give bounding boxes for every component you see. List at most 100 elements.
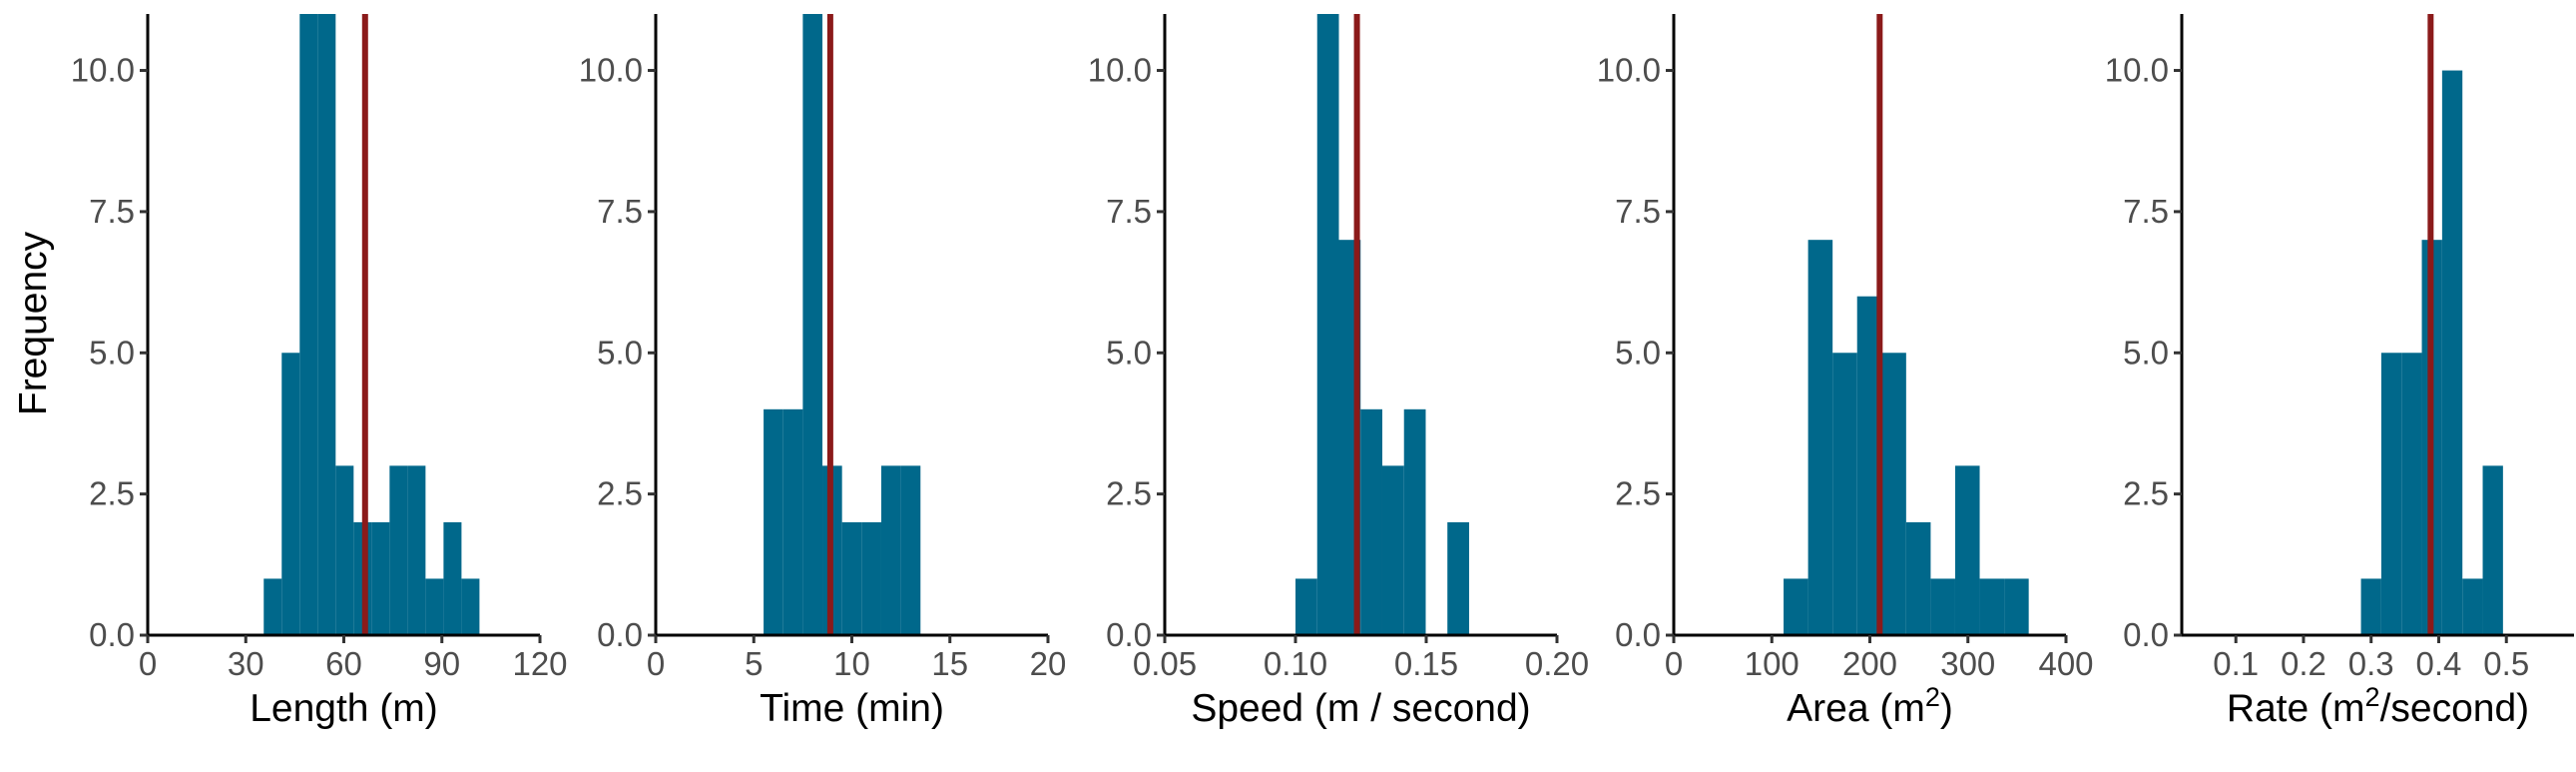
histogram-bar — [407, 465, 426, 635]
histogram-bar — [1784, 578, 1808, 635]
histogram-panel-2: 0.0 2.5 5.0 7.5 10.0 0 5 10 15 20 Time (min) — [579, 14, 1067, 730]
x-tick-label: 0.1 — [2213, 645, 2259, 682]
x-tick-label: 0 — [139, 645, 157, 682]
histogram-bar — [1381, 465, 1404, 635]
x-tick-label: 0.2 — [2281, 645, 2326, 682]
histogram-bar — [1881, 353, 1906, 635]
histogram-bar — [1447, 521, 1469, 635]
x-tick-label: 0.15 — [1394, 645, 1458, 682]
y-tick-label: 10.0 — [1597, 52, 1661, 89]
y-tick-label: 2.5 — [1615, 475, 1661, 512]
y-tick-label: 2.5 — [89, 475, 135, 512]
y-tick-label: 7.5 — [1106, 193, 1152, 230]
y-tick-label: 5.0 — [1615, 334, 1661, 371]
y-tick-label: 2.5 — [1106, 475, 1152, 512]
y-tick-label: 10.0 — [579, 52, 643, 89]
x-tick-label: 0.3 — [2348, 645, 2394, 682]
histogram-bar — [2004, 578, 2029, 635]
histogram-bar — [841, 521, 862, 635]
histogram-bar — [371, 521, 390, 635]
x-tick-label: 60 — [325, 645, 362, 682]
x-axis-title: Length (m) — [250, 687, 438, 730]
y-tick-label: 0.0 — [1615, 616, 1661, 653]
y-tick-label: 10.0 — [2105, 52, 2169, 89]
x-tick-label: 0 — [1665, 645, 1683, 682]
x-tick-label: 5 — [745, 645, 763, 682]
histogram-bar — [2482, 465, 2503, 635]
x-axis-title: Time (min) — [760, 687, 944, 730]
histogram-bar — [263, 578, 282, 635]
histogram-bar — [1832, 353, 1857, 635]
x-tick-label: 200 — [1842, 645, 1897, 682]
x-tick-label: 0.5 — [2483, 645, 2529, 682]
y-tick-label: 7.5 — [597, 193, 643, 230]
y-tick-label: 2.5 — [2123, 475, 2169, 512]
histogram-bar — [1905, 521, 1931, 635]
histogram-bar — [802, 14, 823, 635]
y-tick-label: 5.0 — [2123, 334, 2169, 371]
histogram-bar — [861, 521, 881, 635]
x-tick-label: 15 — [931, 645, 968, 682]
histogram-panel-3: 0.0 2.5 5.0 7.5 10.0 0.05 0.10 0.15 0.20 Speed (m… — [1088, 14, 1589, 730]
x-tick-label: 10 — [833, 645, 870, 682]
histogram-bar — [317, 14, 336, 635]
x-tick-label: 20 — [1030, 645, 1067, 682]
x-tick-label: 400 — [2038, 645, 2093, 682]
histogram-bar — [281, 353, 300, 635]
y-tick-label: 7.5 — [2123, 193, 2169, 230]
x-tick-label: 100 — [1745, 645, 1800, 682]
x-tick-label: 120 — [512, 645, 567, 682]
histogram-bar — [1807, 240, 1833, 635]
y-tick-label: 10.0 — [71, 52, 135, 89]
histogram-bar — [2401, 353, 2422, 635]
y-tick-label: 0.0 — [89, 616, 135, 653]
x-tick-label: 0.10 — [1264, 645, 1327, 682]
x-tick-label: 0 — [647, 645, 665, 682]
histogram-bar — [782, 408, 803, 635]
histogram-bar — [1403, 408, 1426, 635]
x-tick-label: 300 — [1940, 645, 1995, 682]
histogram-bar — [461, 578, 480, 635]
y-tick-label: 7.5 — [1615, 193, 1661, 230]
x-tick-label: 30 — [228, 645, 264, 682]
y-axis-title: Frequency — [12, 231, 55, 415]
x-axis-title: Area (m2) — [1787, 682, 1953, 730]
x-axis-title: Rate (m2/second) — [2227, 682, 2529, 730]
x-tick-label: 0.4 — [2416, 645, 2462, 682]
x-axis-title: Speed (m / second) — [1191, 687, 1530, 730]
histogram-bar — [443, 521, 462, 635]
histogram-bar — [2462, 578, 2483, 635]
y-tick-label: 10.0 — [1088, 52, 1152, 89]
histogram-bar — [900, 465, 921, 635]
y-tick-label: 2.5 — [597, 475, 643, 512]
histogram-bar — [1954, 465, 1980, 635]
y-tick-label: 5.0 — [89, 334, 135, 371]
histogram-bar — [1930, 578, 1955, 635]
y-tick-label: 5.0 — [597, 334, 643, 371]
y-tick-label: 0.0 — [2123, 616, 2169, 653]
histogram-bar — [2441, 70, 2463, 636]
histogram-bar — [764, 408, 783, 635]
histogram-bar — [1360, 408, 1382, 635]
histogram-bar — [1295, 578, 1317, 635]
histogram-bar — [2360, 578, 2381, 635]
histogram-panel-4: 0.0 2.5 5.0 7.5 10.0 0 100 200 300 400 Area (m2) — [1597, 14, 2094, 730]
histogram-bar — [335, 465, 354, 635]
histogram-bar — [425, 578, 444, 635]
histogram-panel-1: 0.0 2.5 5.0 7.5 10.0 0 30 60 90 120 Length (m) — [71, 14, 568, 730]
histogram-bar — [880, 465, 901, 635]
y-tick-label: 7.5 — [89, 193, 135, 230]
y-tick-label: 0.0 — [1106, 616, 1152, 653]
x-tick-label: 0.05 — [1133, 645, 1197, 682]
histogram-bar — [299, 14, 318, 635]
y-tick-label: 0.0 — [597, 616, 643, 653]
histogram-bar — [1316, 14, 1339, 635]
x-tick-label: 0.20 — [1525, 645, 1589, 682]
y-tick-label: 5.0 — [1106, 334, 1152, 371]
histogram-bar — [2380, 353, 2402, 635]
x-tick-label: 90 — [423, 645, 460, 682]
histogram-bar — [1979, 578, 2005, 635]
